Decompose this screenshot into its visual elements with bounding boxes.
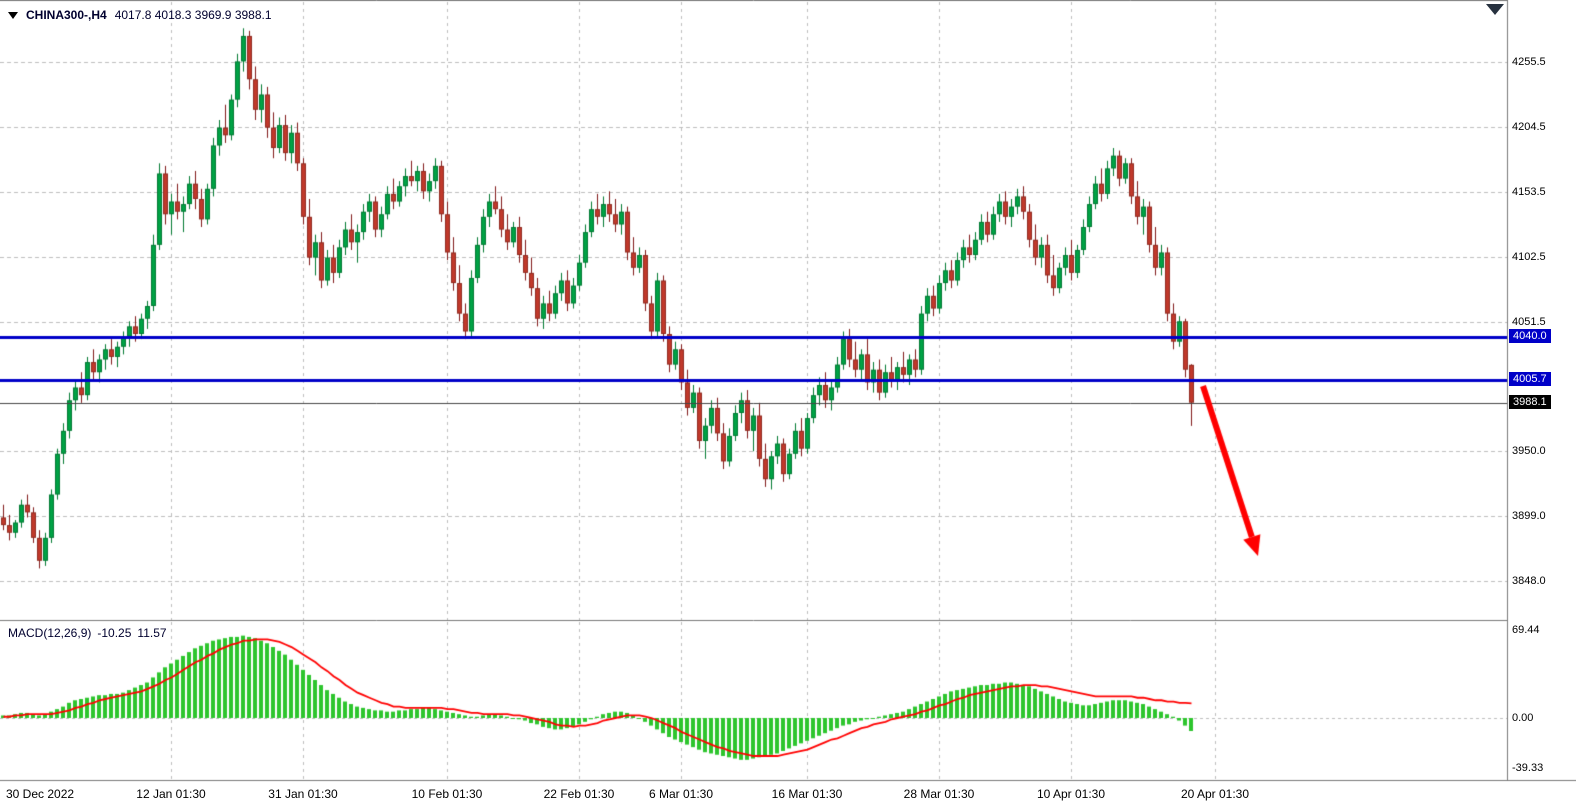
time-axis-label: 10 Apr 01:30 (1036, 787, 1106, 801)
macd-main-value: -10.25 (97, 626, 132, 640)
price-axis-label: 3848.0 (1512, 575, 1546, 588)
symbol-timeframe-label: CHINA300-,H4 (26, 8, 107, 22)
indicator-axis-label: -39.33 (1512, 761, 1544, 774)
chart-shift-icon[interactable] (1486, 4, 1504, 15)
price-axis-label: 4255.5 (1512, 56, 1546, 69)
current-price-tag: 3988.1 (1509, 394, 1551, 409)
time-axis-label: 6 Mar 01:30 (648, 787, 714, 801)
price-axis-label: 4051.5 (1512, 315, 1546, 328)
indicator-axis-label: 69.44 (1512, 624, 1540, 637)
time-axis-label: 16 Mar 01:30 (771, 787, 843, 801)
time-axis-label: 30 Dec 2022 (6, 787, 75, 801)
symbol-dropdown-icon[interactable] (8, 11, 18, 19)
macd-signal-value: 11.57 (137, 626, 167, 640)
price-axis-label: 3899.0 (1512, 510, 1546, 523)
level-price-tag: 4040.0 (1509, 328, 1551, 343)
price-axis-label: 4153.5 (1512, 185, 1546, 198)
time-axis-label: 28 Mar 01:30 (903, 787, 975, 801)
macd-indicator-label: MACD(12,26,9) -10.25 11.57 (8, 626, 167, 640)
time-axis-label: 10 Feb 01:30 (411, 787, 483, 801)
indicator-axis-label: 0.00 (1512, 712, 1534, 724)
time-axis-label: 31 Jan 01:30 (268, 787, 338, 801)
ohlc-values: 4017.8 4018.3 3969.9 3988.1 (114, 8, 272, 22)
level-price-tag: 4005.7 (1509, 372, 1551, 387)
chart-header: CHINA300-,H4 4017.8 4018.3 3969.9 3988.1 (8, 8, 272, 22)
macd-name: MACD(12,26,9) (8, 626, 92, 640)
time-axis-label: 12 Jan 01:30 (136, 787, 206, 801)
price-axis-label: 4102.5 (1512, 250, 1546, 263)
price-axis-label: 3950.0 (1512, 445, 1546, 458)
time-axis-label: 22 Feb 01:30 (543, 787, 615, 801)
price-axis-label: 4204.5 (1512, 121, 1546, 133)
time-axis-label: 20 Apr 01:30 (1180, 787, 1250, 801)
